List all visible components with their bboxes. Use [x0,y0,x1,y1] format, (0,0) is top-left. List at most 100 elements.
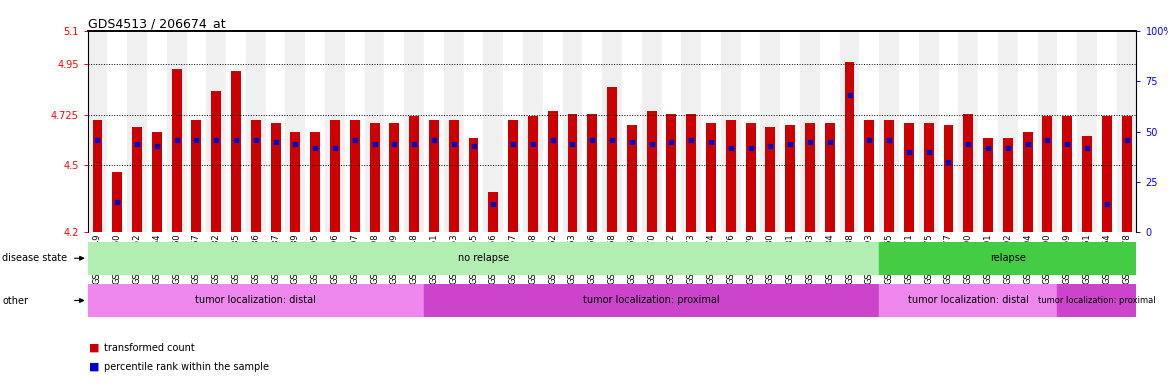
Bar [369,122,380,232]
Bar [424,284,880,317]
Bar [429,120,439,232]
Text: transformed count: transformed count [104,343,195,353]
Bar [621,31,641,232]
Bar [1037,31,1057,232]
Bar [725,120,736,232]
Bar [568,114,577,232]
Bar [681,31,701,232]
Bar [944,125,953,232]
Bar [92,120,103,232]
Bar [364,31,384,232]
Bar [844,62,855,232]
Bar [607,87,617,232]
Bar [172,69,181,232]
Bar [780,31,800,232]
Bar [687,114,696,232]
Text: ■: ■ [89,343,99,353]
Bar [785,125,795,232]
Bar [1077,31,1097,232]
Bar [311,131,320,232]
Bar [1017,31,1037,232]
Bar [860,31,880,232]
Bar [765,127,776,232]
Bar [543,31,563,232]
Bar [919,31,939,232]
Bar [409,116,419,232]
Bar [211,91,221,232]
Bar [345,31,364,232]
Text: disease state: disease state [2,253,68,263]
Bar [1003,138,1013,232]
Text: ■: ■ [89,362,99,372]
Bar [701,31,721,232]
Text: no relapse: no relapse [458,253,509,263]
Bar [1057,31,1077,232]
Bar [978,31,997,232]
Bar [107,31,127,232]
Bar [88,284,424,317]
Text: tumor localization: distal: tumor localization: distal [908,295,1029,306]
Bar [127,31,147,232]
Bar [484,31,503,232]
Bar [983,138,993,232]
Bar [964,114,973,232]
Bar [132,127,142,232]
Bar [820,31,840,232]
Bar [389,122,399,232]
Bar [563,31,583,232]
Bar [207,31,227,232]
Bar [464,31,484,232]
Bar [1082,136,1092,232]
Bar [641,31,661,232]
Bar [924,122,933,232]
Text: tumor localization: proximal: tumor localization: proximal [583,295,719,306]
Bar [959,31,978,232]
Bar [548,111,557,232]
Bar [508,120,519,232]
Bar [88,242,880,275]
Bar [1057,284,1136,317]
Bar [588,114,597,232]
Bar [899,31,919,232]
Bar [488,192,499,232]
Bar [647,111,656,232]
Bar [187,31,207,232]
Bar [760,31,780,232]
Bar [271,122,280,232]
Text: tumor localization: distal: tumor localization: distal [195,295,317,306]
Bar [825,122,835,232]
Bar [192,120,201,232]
Bar [1121,116,1132,232]
Bar [424,31,444,232]
Bar [285,31,305,232]
Bar [880,284,1057,317]
Bar [265,31,285,232]
Bar [291,131,300,232]
Bar [997,31,1017,232]
Bar [939,31,959,232]
Bar [231,71,241,232]
Bar [444,31,464,232]
Bar [705,122,716,232]
Bar [305,31,325,232]
Bar [528,116,537,232]
Bar [112,172,123,232]
Bar [864,120,874,232]
Bar [331,120,340,232]
Bar [840,31,860,232]
Bar [384,31,404,232]
Bar [147,31,167,232]
Bar [350,120,360,232]
Text: other: other [2,296,28,306]
Bar [1117,31,1136,232]
Bar [251,120,260,232]
Bar [246,31,265,232]
Bar [325,31,345,232]
Bar [603,31,621,232]
Bar [661,31,681,232]
Bar [88,31,107,232]
Bar [805,122,815,232]
Bar [468,138,479,232]
Bar [1097,31,1117,232]
Bar [800,31,820,232]
